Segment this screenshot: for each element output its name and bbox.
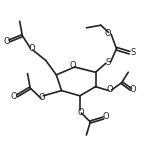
Text: O: O: [103, 113, 109, 122]
Text: O: O: [28, 44, 35, 53]
Text: O: O: [77, 108, 84, 117]
Text: S: S: [130, 48, 135, 57]
Text: O: O: [3, 37, 10, 46]
Text: O: O: [70, 61, 77, 70]
Text: O: O: [107, 85, 113, 94]
Text: O: O: [130, 85, 137, 94]
Text: O: O: [39, 93, 45, 102]
Text: S: S: [106, 58, 111, 67]
Text: O: O: [105, 29, 111, 38]
Text: O: O: [11, 92, 18, 101]
